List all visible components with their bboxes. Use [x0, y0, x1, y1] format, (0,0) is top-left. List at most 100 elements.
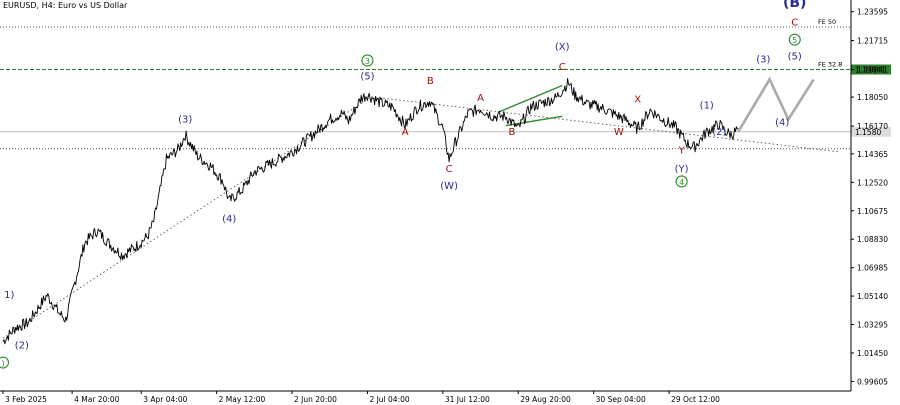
wave-label: (2)	[15, 340, 29, 351]
y-tick-label: 1.06985	[857, 264, 888, 273]
wave-label-group: (2)	[712, 127, 726, 138]
y-tick-label: 1.01450	[857, 349, 888, 358]
wave-label-group: (W)	[440, 181, 458, 192]
wave-label-group: (4)	[222, 214, 236, 225]
x-tick-label: 3 Feb 2025	[5, 395, 47, 404]
wave-label: 5	[792, 36, 797, 45]
level-price-text-1: 1.19841	[855, 66, 886, 75]
wave-label-group: (Y)	[675, 164, 689, 175]
wave-label-group: 4	[675, 175, 688, 188]
wave-label-group: 5	[788, 33, 801, 46]
y-tick-label: 1.19841	[857, 65, 888, 74]
wave-label: C	[559, 62, 566, 73]
wave-label-group: (2)	[15, 340, 29, 351]
wave-label: (3)	[178, 115, 192, 126]
wave-label-circle	[361, 54, 374, 67]
y-tick-label: 1.21715	[857, 37, 888, 46]
wave-label: (5)	[360, 71, 374, 82]
wave-label: X	[634, 94, 641, 105]
x-tick-label: 30 Sep 04:00	[596, 395, 646, 404]
wave-label-circle	[675, 175, 688, 188]
y-tick-label: 1.18050	[857, 93, 888, 102]
trendline-2	[499, 84, 563, 113]
wave-label: W	[614, 127, 624, 138]
wave-label: (W)	[440, 181, 458, 192]
wave-label: (2)	[712, 127, 726, 138]
wave-label: (5)	[788, 51, 802, 62]
wave-label-group: C	[791, 17, 798, 28]
trendline-1	[367, 95, 839, 153]
y-tick-label: 1.12520	[857, 178, 888, 187]
y-tick-label: 0.99605	[857, 377, 888, 386]
wave-label-group: W	[614, 127, 624, 138]
wave-label-group: C	[559, 62, 566, 73]
wave-label: B	[509, 127, 516, 138]
wave-label: 1)	[4, 290, 14, 301]
wave-label-group: (5)	[360, 71, 374, 82]
wave-label-group: A	[402, 127, 409, 138]
wave-label: (Y)	[675, 164, 689, 175]
wave-label: A	[477, 93, 484, 104]
level-price-tag-3	[851, 126, 891, 137]
x-tick-label: 3 Apr 04:00	[143, 395, 187, 404]
x-tick-label: 29 Aug 20:00	[520, 395, 571, 404]
trendline-3	[505, 115, 563, 127]
x-tick-label: 31 Jul 12:00	[445, 395, 490, 404]
wave-label-group: (B)	[783, 0, 806, 11]
x-tick-label: 2 Jul 04:00	[369, 395, 409, 404]
x-tick-label: 29 Oct 12:00	[671, 395, 720, 404]
projection-layer	[737, 76, 815, 133]
wave-label-group: C	[446, 164, 453, 175]
y-tick-label: 1.08830	[857, 235, 888, 244]
wave-label-group: (4)	[775, 118, 789, 129]
wave-label: (4)	[222, 214, 236, 225]
wave-label: B	[427, 76, 434, 87]
wave-label: A	[402, 127, 409, 138]
level-price-tag-1	[851, 64, 891, 75]
y-tick-label: 1.10675	[857, 207, 888, 216]
wave-label-circle	[788, 33, 801, 46]
wave-label-group: B	[427, 76, 434, 87]
y-tick-label: 1.23595	[857, 8, 888, 17]
wave-label: (X)	[555, 42, 570, 53]
wave-label-circle	[0, 356, 10, 369]
wave-label-group: 1)	[4, 290, 14, 301]
x-tick-label: 2 Jun 20:00	[294, 395, 337, 404]
level-price-text-3: 1.1580	[855, 128, 881, 137]
wave-label: C	[791, 17, 798, 28]
wave-label-group: )	[0, 356, 10, 369]
price-line	[2, 77, 739, 345]
wave-label: (3)	[756, 54, 770, 65]
wave-label-group: B	[509, 127, 516, 138]
x-tick-label: 2 May 12:00	[219, 395, 266, 404]
y-tick-label: 1.05140	[857, 292, 888, 301]
wave-label-group: (3)	[756, 54, 770, 65]
projection-path	[737, 76, 815, 133]
y-tick-label: 1.14365	[857, 150, 888, 159]
wave-label: (1)	[700, 101, 714, 112]
wave-label-group: X	[634, 94, 641, 105]
wave-label: )	[1, 359, 4, 368]
wave-label-group: (X)	[555, 42, 570, 53]
chart-symbol-title: EURUSD, H4: Euro vs US Dollar	[3, 1, 128, 10]
x-tick-label: 4 Mar 20:00	[74, 395, 120, 404]
wave-label-group: A	[477, 93, 484, 104]
wave-label-layer: 1) (2) (3) (4) (5) 3 B A C (W) A B (X) C X W (1) (2) Y (Y) 4…	[0, 0, 806, 369]
level-label-1: FE 32.8	[818, 61, 842, 69]
y-tick-label: 1.16170	[857, 122, 888, 131]
wave-label: C	[446, 164, 453, 175]
price-series-layer	[2, 77, 739, 345]
wave-label-group: (1)	[700, 101, 714, 112]
wave-label-group: 3	[361, 54, 374, 67]
wave-label-group: (5)	[788, 51, 802, 62]
trendline-layer	[2, 84, 839, 339]
trendline-0	[2, 99, 368, 339]
level-label-0: FE 50	[818, 18, 836, 26]
wave-label: Y	[678, 145, 686, 156]
wave-label: 3	[365, 57, 370, 66]
wave-label: 4	[679, 178, 684, 187]
wave-label: (4)	[775, 118, 789, 129]
